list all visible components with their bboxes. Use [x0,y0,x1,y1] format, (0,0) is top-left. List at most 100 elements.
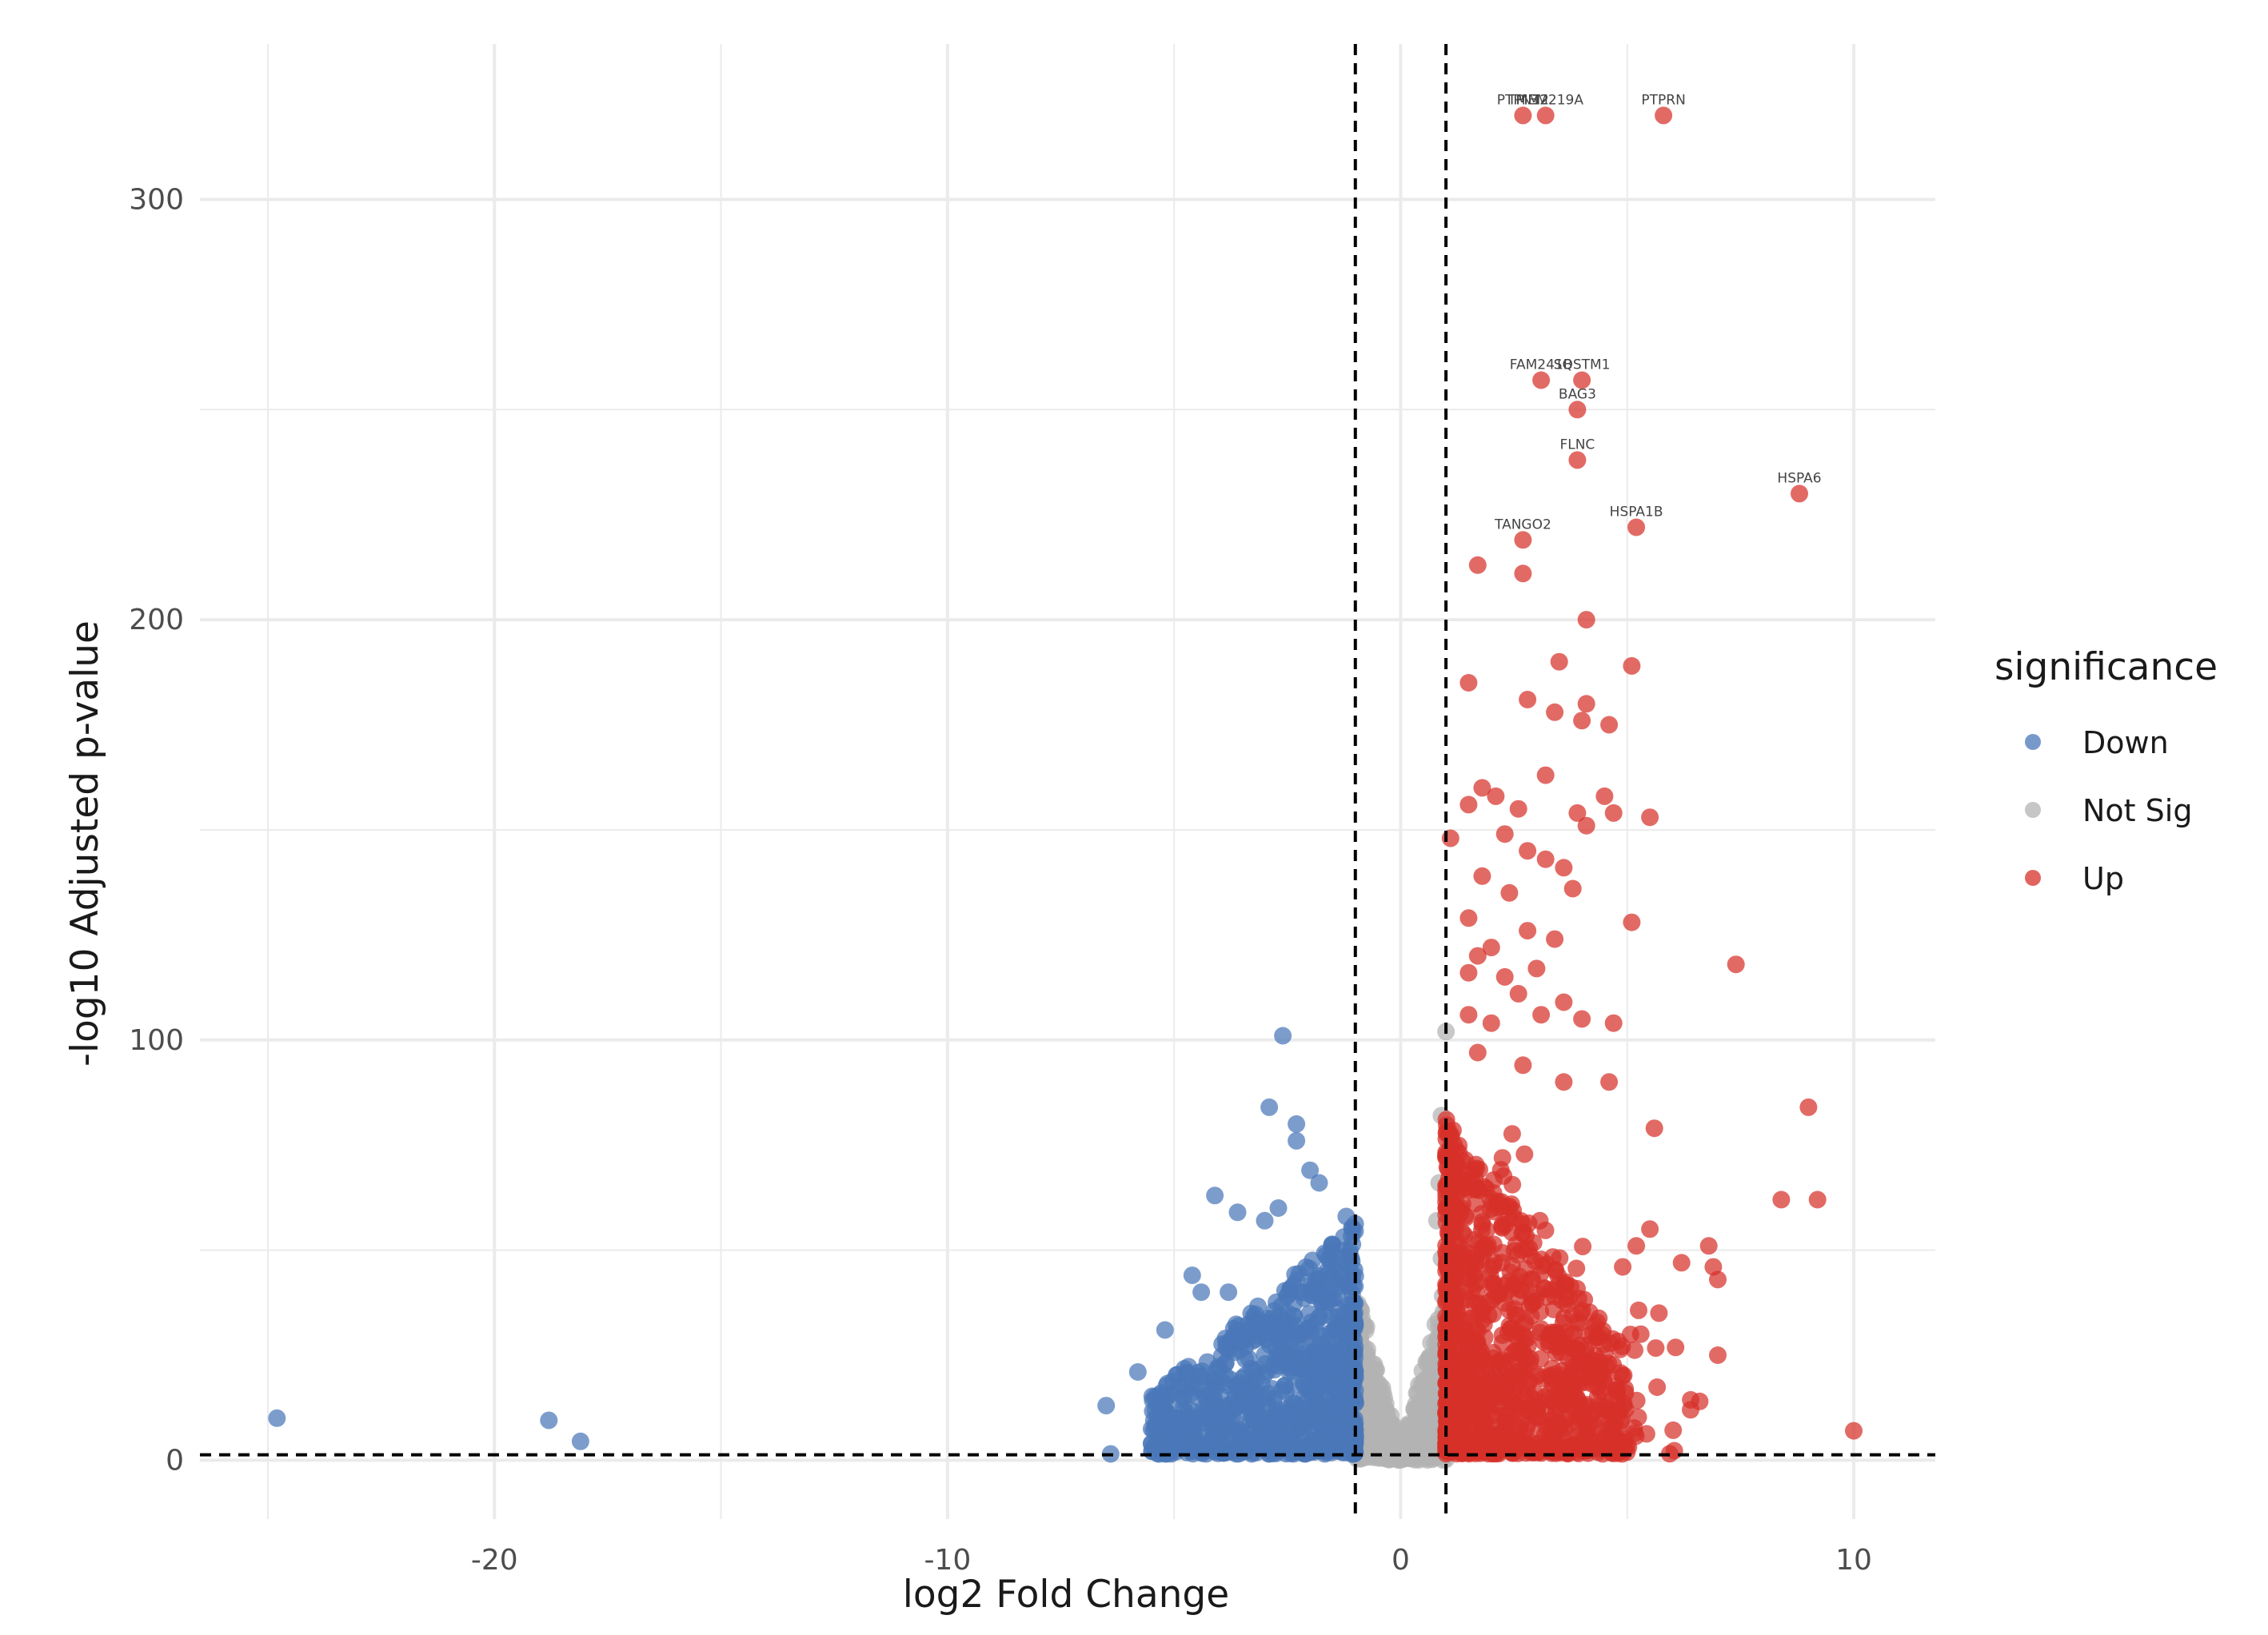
point-up [1641,808,1659,827]
point-down [1288,1131,1306,1150]
point-up [1459,796,1478,814]
point-down [1206,1186,1224,1205]
point-up [1799,1098,1818,1116]
point-not-sig [1362,1360,1380,1378]
point-up [1567,1443,1586,1462]
point-down [1316,1379,1335,1398]
point-up [1531,1265,1550,1283]
point-down [1269,1199,1288,1217]
point-down [1201,1413,1220,1431]
point-up [1471,1160,1488,1178]
point-up [1595,787,1614,805]
point-up [1627,1237,1646,1255]
point-up [1627,518,1646,536]
point-up [1459,1006,1478,1024]
point-up [1461,1259,1479,1278]
point-up [1568,804,1587,822]
point-down [1330,1386,1348,1405]
point-up [1586,1346,1604,1365]
point-down [1292,1353,1310,1371]
point-up [1631,1325,1650,1343]
point-up [1532,371,1551,389]
point-up [1528,1434,1547,1453]
point-up [1577,695,1595,713]
point-up [1532,1006,1551,1024]
point-up [1576,1373,1595,1391]
point-down [1267,1424,1285,1442]
point-up [1567,1259,1586,1278]
point-down [1310,1174,1328,1192]
threshold-lines [200,44,1935,1519]
point-up [1514,564,1532,583]
legend: significance Down Not Sig Up [1994,645,2218,896]
point-down [1170,1438,1188,1457]
point-up [1522,1306,1540,1325]
point-down [1307,1342,1325,1361]
point-up [1493,1326,1511,1344]
point-up [1482,1014,1500,1032]
point-up [1531,1211,1549,1230]
x-tick-label: 10 [1835,1544,1872,1577]
point-up [1623,913,1641,931]
point-not-sig [1368,1380,1386,1398]
point-up [1507,1342,1526,1360]
gene-label: FLNC [1559,437,1595,453]
point-down [1337,1207,1356,1226]
point-up [1623,656,1641,675]
point-up [1439,1254,1457,1272]
legend-title: significance [1994,645,2218,689]
gene-label: PTPN12 [1497,92,1549,108]
point-up [1540,1385,1559,1403]
point-down [1257,1330,1276,1349]
point-up [1447,1430,1466,1448]
point-up [1604,1014,1623,1032]
point-up [1456,1282,1475,1301]
point-up [1645,1119,1663,1138]
point-up [1503,1257,1521,1275]
point-down [1155,1425,1172,1443]
point-up [1523,1293,1542,1311]
point-up [1514,106,1532,125]
point-down [1258,1389,1276,1407]
point-up [1555,1073,1573,1091]
point-up [1567,1388,1586,1406]
point-up [1509,800,1527,818]
point-up [1511,1381,1530,1399]
point-up [1466,1437,1484,1455]
y-tick-label: 300 [129,183,184,216]
point-up [1665,1442,1683,1460]
point-up [1672,1254,1691,1272]
point-down [1256,1211,1274,1230]
point-not-sig [1379,1410,1396,1428]
point-up [1554,1314,1572,1332]
point-up [1591,1382,1609,1400]
point-down [1301,1161,1320,1179]
y-axis-ticks: 0 100 200 300 [129,183,184,1477]
point-up [1519,842,1537,860]
point-down [1192,1283,1211,1302]
point-up [1655,106,1673,125]
point-down [1224,1327,1243,1346]
point-up [1459,963,1478,982]
point-down [1205,1373,1224,1391]
point-up [1459,674,1478,692]
x-tick-label: -10 [924,1544,971,1577]
point-down [1295,1418,1313,1436]
point-down [1343,1359,1361,1378]
point-up [1487,787,1505,805]
point-up [1647,1339,1665,1358]
point-up [1543,1410,1561,1429]
x-axis-ticks: -20 -10 0 10 [471,1544,1872,1577]
point-up [1637,1425,1655,1443]
point-up [1449,1236,1467,1254]
y-tick-label: 0 [166,1444,184,1477]
point-down [571,1432,589,1450]
point-up [1630,1301,1647,1319]
point-up [1569,1416,1587,1434]
point-up [1845,1422,1863,1440]
point-down [1156,1321,1174,1339]
point-down [1251,1315,1269,1334]
point-up [1505,1242,1523,1260]
grid [200,44,1935,1519]
